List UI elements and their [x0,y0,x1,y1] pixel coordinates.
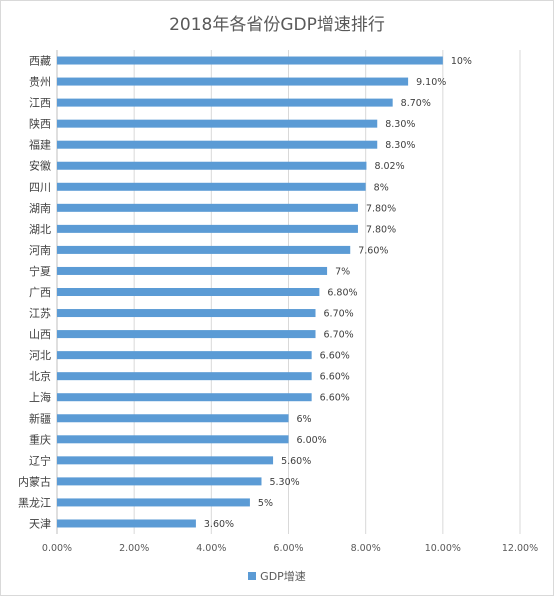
x-tick-label: 12.00% [502,543,538,554]
data-label: 10% [451,56,472,67]
legend: GDP增速 [0,568,554,584]
bar [57,414,289,423]
legend-label: GDP增速 [260,570,306,583]
bar [57,56,443,65]
category-label: 河南 [29,244,51,257]
data-label: 8% [374,182,389,193]
data-label: 7.80% [366,203,396,214]
data-label: 7.80% [366,224,396,235]
data-label: 5% [258,498,273,509]
data-label: 8.02% [374,161,404,172]
data-label: 5.60% [281,456,311,467]
bar [57,161,367,170]
category-label: 辽宁 [29,453,51,467]
x-tick-label: 0.00% [42,543,72,554]
data-label: 6.60% [320,351,350,362]
bar [57,519,196,528]
bar [57,245,351,254]
category-label: 天津 [29,517,51,530]
category-label: 西藏 [29,55,51,68]
data-label: 8.30% [385,119,415,130]
category-label: 山西 [29,328,51,341]
bar [57,98,393,107]
bar [57,266,328,275]
data-label: 6.80% [327,288,357,299]
category-label: 福建 [29,138,51,152]
data-label: 8.30% [385,140,415,151]
bar [57,140,378,149]
x-tick-label: 10.00% [425,543,461,554]
data-label: 6.70% [324,309,354,320]
category-label: 江苏 [29,307,51,320]
category-label: 贵州 [29,76,51,89]
category-label: 新疆 [29,411,51,425]
data-label: 6.70% [324,330,354,341]
x-tick-label: 8.00% [351,543,381,554]
data-label: 7.60% [358,245,388,256]
category-label: 宁夏 [29,264,51,278]
x-tick-label: 4.00% [196,543,226,554]
bar [57,393,312,402]
category-label: 陕西 [29,117,51,131]
bar [57,119,378,128]
bar [57,288,320,296]
bar [57,77,409,86]
data-label: 6.60% [320,393,350,404]
data-label: 9.10% [416,77,446,88]
bar [57,372,312,381]
category-label: 内蒙古 [18,474,51,488]
category-label: 重庆 [29,432,51,446]
bar [57,182,366,191]
data-label: 5.30% [269,477,299,488]
data-label: 6.00% [297,435,327,446]
data-label: 8.70% [401,98,431,109]
x-tick-label: 2.00% [119,543,149,554]
bar [57,203,358,212]
category-label: 江西 [29,97,51,110]
bar [57,309,316,318]
bar [57,435,289,444]
bar [57,498,250,507]
data-label: 7% [335,266,350,277]
bar [57,477,262,486]
bar [57,351,312,360]
category-label: 北京 [29,369,51,383]
legend-swatch [248,572,257,580]
category-label: 黑龙江 [18,496,51,509]
bar [57,330,316,339]
data-label: 3.60% [204,519,234,530]
data-label: 6.60% [320,372,350,383]
category-label: 四川 [29,181,51,194]
chart-title: 2018年各省份GDP增速排行 [169,15,385,35]
x-tick-label: 6.00% [273,543,303,554]
data-label: 6% [297,414,312,425]
category-label: 湖北 [29,223,51,236]
category-label: 上海 [29,390,51,404]
bar [57,456,274,465]
category-label: 安徽 [29,159,51,173]
bar [57,224,358,233]
category-label: 河北 [29,349,51,362]
category-label: 广西 [29,286,51,299]
category-label: 湖南 [29,202,51,215]
